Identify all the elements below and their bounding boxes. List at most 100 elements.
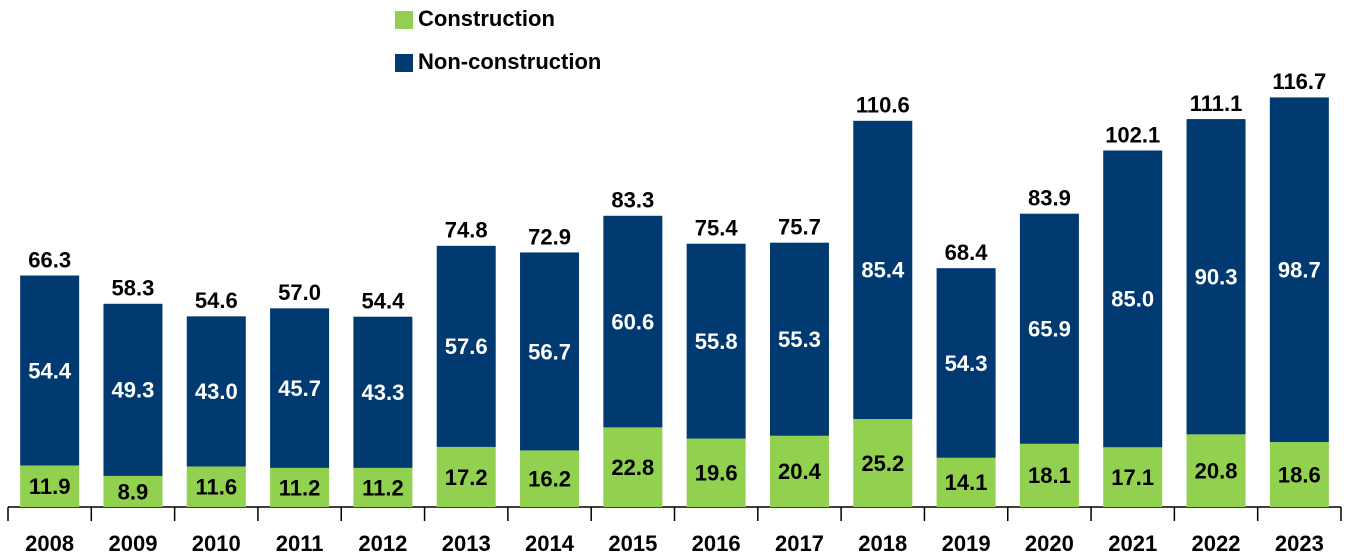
data-label: 20.4 xyxy=(778,459,822,484)
bar-segment xyxy=(20,465,80,507)
total-label: 68.4 xyxy=(945,240,989,265)
bar-segment xyxy=(20,275,80,466)
total-label: 83.3 xyxy=(611,188,654,213)
data-label: 60.6 xyxy=(611,309,654,334)
total-label: 54.4 xyxy=(361,289,405,314)
bar-segment xyxy=(1019,213,1079,444)
bar-segment xyxy=(436,446,496,507)
bar-segment xyxy=(1103,150,1163,448)
data-label: 11.2 xyxy=(279,475,321,500)
bar-segment xyxy=(853,419,913,507)
data-label: 54.4 xyxy=(28,358,72,383)
bar-segment xyxy=(1103,447,1163,507)
data-label: 14.1 xyxy=(945,470,988,495)
data-label: 45.7 xyxy=(278,376,321,401)
data-label: 43.3 xyxy=(361,380,404,405)
total-label: 110.6 xyxy=(856,93,910,118)
x-tick-label: 2023 xyxy=(1275,531,1324,556)
bar-segment xyxy=(1186,434,1246,507)
bar-segment xyxy=(353,316,413,468)
bar-segment xyxy=(769,435,829,507)
x-tick-label: 2013 xyxy=(442,531,491,556)
total-label: 74.8 xyxy=(445,218,488,243)
total-label: 75.4 xyxy=(695,216,739,241)
total-label: 72.9 xyxy=(528,224,571,249)
bar-segment xyxy=(1269,97,1329,443)
bar-segment xyxy=(936,457,996,507)
data-label: 16.2 xyxy=(528,467,571,492)
bar-segment xyxy=(603,427,663,507)
data-label: 25.2 xyxy=(861,451,904,476)
bar-segment xyxy=(936,268,996,458)
total-label: 83.9 xyxy=(1028,186,1071,211)
bar-segment xyxy=(103,303,163,476)
data-label: 65.9 xyxy=(1028,317,1071,342)
bar-segment xyxy=(520,252,580,451)
data-label: 8.9 xyxy=(118,479,149,504)
data-label: 49.3 xyxy=(112,378,155,403)
legend-label: Construction xyxy=(418,6,555,31)
x-tick-label: 2021 xyxy=(1108,531,1157,556)
bar-segment xyxy=(103,475,163,507)
data-label: 85.4 xyxy=(861,258,905,283)
data-label: 43.0 xyxy=(195,379,238,404)
data-label: 54.3 xyxy=(945,351,988,376)
legend-label: Non-construction xyxy=(418,49,601,74)
x-tick-label: 2020 xyxy=(1025,531,1074,556)
legend-swatch xyxy=(395,54,413,72)
bar-segment xyxy=(436,245,496,447)
bar-segment xyxy=(353,467,413,507)
data-label: 11.2 xyxy=(362,475,404,500)
bar-segment xyxy=(186,466,246,507)
bar-segment xyxy=(686,438,746,507)
bar-segment xyxy=(1019,443,1079,507)
x-tick-label: 2019 xyxy=(942,531,991,556)
data-label: 19.6 xyxy=(695,461,738,486)
data-label: 18.1 xyxy=(1028,463,1071,488)
total-label: 57.0 xyxy=(278,280,321,305)
data-label: 98.7 xyxy=(1278,258,1321,283)
total-label: 111.1 xyxy=(1190,91,1243,116)
bar-segment xyxy=(853,120,913,420)
x-tick-label: 2015 xyxy=(608,531,657,556)
x-tick-label: 2011 xyxy=(276,531,324,556)
bar-segment xyxy=(1186,119,1246,435)
x-tick-label: 2017 xyxy=(775,531,824,556)
data-label: 18.6 xyxy=(1278,462,1321,487)
data-label: 11.9 xyxy=(29,474,71,499)
data-label: 17.2 xyxy=(445,465,488,490)
data-label: 90.3 xyxy=(1195,265,1238,290)
data-label: 85.0 xyxy=(1111,287,1154,312)
total-label: 116.7 xyxy=(1272,69,1326,94)
bar-segment xyxy=(1269,442,1329,507)
total-label: 102.1 xyxy=(1105,122,1160,147)
legend-swatch xyxy=(395,11,413,29)
x-tick-label: 2014 xyxy=(525,531,575,556)
bar-segment xyxy=(270,467,330,507)
x-tick-label: 2018 xyxy=(858,531,907,556)
bar-segment xyxy=(686,243,746,439)
data-label: 20.8 xyxy=(1195,458,1238,483)
bar-segment xyxy=(603,215,663,428)
total-label: 58.3 xyxy=(112,276,155,301)
total-label: 54.6 xyxy=(195,288,238,313)
x-tick-label: 2008 xyxy=(25,531,74,556)
bar-segment xyxy=(769,242,829,436)
total-label: 66.3 xyxy=(28,247,71,272)
data-label: 56.7 xyxy=(528,339,571,364)
x-tick-label: 2022 xyxy=(1192,531,1241,556)
bar-segment xyxy=(270,308,330,468)
bar-segment xyxy=(186,316,246,467)
data-label: 55.3 xyxy=(778,327,821,352)
x-tick-label: 2010 xyxy=(192,531,241,556)
total-label: 75.7 xyxy=(778,214,821,239)
data-label: 22.8 xyxy=(611,455,654,480)
x-tick-label: 2012 xyxy=(358,531,407,556)
data-label: 17.1 xyxy=(1111,465,1154,490)
data-label: 11.6 xyxy=(195,475,237,500)
bar-segment xyxy=(520,450,580,507)
x-tick-label: 2009 xyxy=(108,531,157,556)
data-label: 57.6 xyxy=(445,334,488,359)
x-tick-label: 2016 xyxy=(692,531,741,556)
